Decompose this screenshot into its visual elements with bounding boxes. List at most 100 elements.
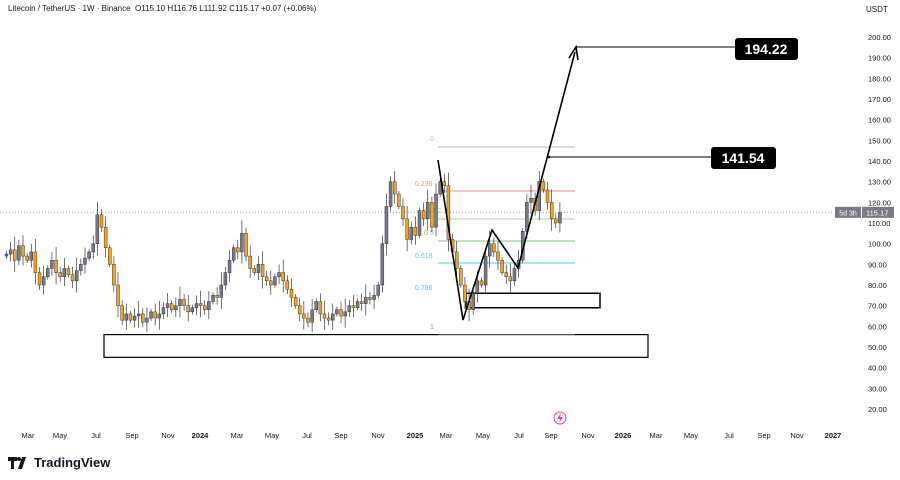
candle-body xyxy=(393,181,397,195)
x-tick-label: 2025 xyxy=(407,431,424,440)
candle-body xyxy=(500,260,504,273)
candle-body xyxy=(488,243,492,257)
candle-body xyxy=(512,268,517,282)
candle-body xyxy=(529,198,533,203)
x-tick-label: 2024 xyxy=(192,431,210,440)
bar-countdown: 5d 3h xyxy=(839,210,857,217)
candle-body xyxy=(41,276,46,286)
candle-body xyxy=(62,268,67,277)
candle-body xyxy=(558,212,562,224)
candle-body xyxy=(70,274,75,282)
candle-body xyxy=(112,264,116,286)
x-tick-label: Mar xyxy=(22,431,35,440)
candle-body xyxy=(141,313,145,323)
candle-body xyxy=(421,210,426,220)
candle-body xyxy=(417,210,422,236)
candle-body xyxy=(4,253,9,257)
candle-body xyxy=(277,272,281,277)
y-tick-label: 200.00 xyxy=(868,33,891,42)
candle-body xyxy=(252,268,257,273)
candle-body xyxy=(376,284,380,296)
x-tick-label: Sep xyxy=(125,431,138,440)
y-tick-label: 80.00 xyxy=(868,281,887,290)
fib-level-label: 0.5 xyxy=(424,230,434,237)
candle-body xyxy=(103,226,108,249)
candle-body xyxy=(269,280,273,286)
candle-body xyxy=(264,276,269,282)
candle-body xyxy=(549,202,554,220)
candle-body xyxy=(310,309,314,323)
candle-body xyxy=(483,255,488,286)
candle-body xyxy=(380,243,385,286)
candle-body xyxy=(215,295,219,298)
candle-body xyxy=(359,301,364,304)
x-tick-label: May xyxy=(476,431,490,440)
target-label-141-bg xyxy=(711,147,776,169)
candle-body xyxy=(351,305,356,308)
candle-body xyxy=(430,202,434,228)
y-tick-label: 100.00 xyxy=(868,240,891,249)
candle-body xyxy=(355,301,360,308)
candle-body xyxy=(545,189,550,203)
symbol-name[interactable]: Litecoin / TetherUS · 1W · Binance xyxy=(8,4,131,13)
candle-body xyxy=(186,305,190,313)
candle-body xyxy=(475,280,480,294)
candle-body xyxy=(198,303,203,306)
candle-body xyxy=(384,206,389,244)
candle-body xyxy=(91,243,95,253)
zigzag-projection-line xyxy=(437,51,576,321)
candle-body xyxy=(219,284,223,298)
candle-body xyxy=(46,268,50,277)
candle-body xyxy=(128,313,133,321)
support-zone-box xyxy=(103,334,649,358)
y-tick-label: 90.00 xyxy=(868,260,887,269)
candle-body xyxy=(54,260,58,273)
candle-body xyxy=(79,264,83,271)
candle-body xyxy=(37,272,42,286)
x-tick-label: Nov xyxy=(371,431,385,440)
y-tick-label: 170.00 xyxy=(868,95,891,104)
x-tick-label: Sep xyxy=(757,431,770,440)
y-tick-label: 30.00 xyxy=(868,384,887,393)
currency-label[interactable]: USDT xyxy=(866,5,888,14)
price-chart[interactable]: 20.00 30.00 40.00 50.00 60.00 70.00 80.00 90.00… xyxy=(0,0,900,450)
candle-body xyxy=(339,309,343,317)
candle-body xyxy=(434,193,438,228)
candle-body xyxy=(157,313,162,319)
x-tick-label: Nov xyxy=(161,431,175,440)
candle-body xyxy=(326,317,331,321)
candle-body xyxy=(58,272,62,277)
y-tick-label: 20.00 xyxy=(868,405,887,414)
y-tick-label: 50.00 xyxy=(868,343,887,352)
x-tick-label: Jul xyxy=(724,431,734,440)
candle-body xyxy=(190,307,195,313)
candle-body xyxy=(364,297,368,304)
y-tick-label: 40.00 xyxy=(868,364,887,373)
ohlc-change: +0.07 (+0.06%) xyxy=(261,4,317,13)
candle-body xyxy=(463,284,467,302)
candle-body xyxy=(479,280,484,286)
candle-body xyxy=(442,181,446,187)
fib-level-label: 1 xyxy=(430,324,434,331)
candle-body xyxy=(161,307,166,315)
candle-body xyxy=(525,202,529,232)
candle-body xyxy=(331,313,335,321)
candle-body xyxy=(273,276,277,286)
candle-body xyxy=(471,293,475,311)
tradingview-logo[interactable]: TradingView xyxy=(8,455,110,470)
symbol-header: Litecoin / TetherUS · 1W · Binance O115.… xyxy=(8,4,316,13)
candle-body xyxy=(368,297,372,300)
candle-body xyxy=(21,245,25,257)
target-label-194: 194.22 xyxy=(745,41,788,57)
candle-body xyxy=(298,305,302,315)
x-tick-label: Mar xyxy=(231,431,244,440)
candle-body xyxy=(508,276,513,282)
candle-body xyxy=(8,249,13,255)
candle-body xyxy=(306,317,310,323)
y-tick-label: 130.00 xyxy=(868,178,891,187)
candle-body xyxy=(397,193,401,207)
y-tick-label: 180.00 xyxy=(868,74,891,83)
candle-body xyxy=(165,303,170,308)
candle-body xyxy=(227,260,232,273)
lightning-icon xyxy=(553,411,567,425)
